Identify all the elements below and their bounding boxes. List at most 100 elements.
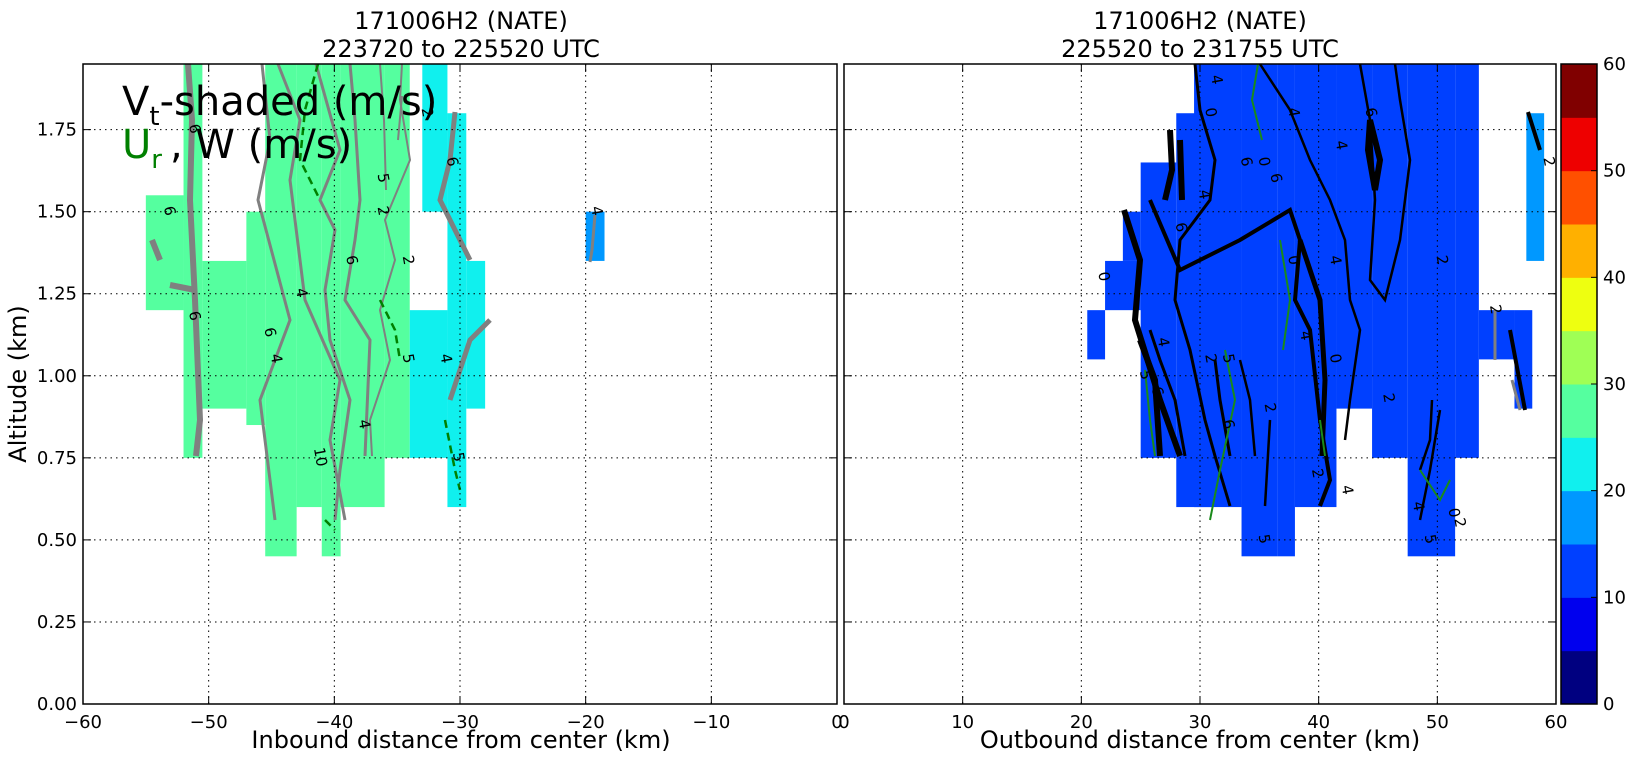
- x-tick-label: −40: [315, 712, 353, 733]
- right-gridlines: [844, 64, 1556, 704]
- contour-label: 2: [399, 254, 418, 267]
- vt-contour-line: [1364, 119, 1384, 191]
- y-tick-label: 0.50: [37, 530, 77, 551]
- vt-contour-line: [368, 63, 412, 457]
- left-y-axis-label: Altitude (km): [4, 305, 32, 462]
- right-vt-shading: [1087, 64, 1545, 557]
- vt-contour-line: [256, 63, 292, 521]
- contour-label: 6: [260, 326, 279, 339]
- contour-label: 4: [1207, 73, 1226, 86]
- contour-label: 4: [1326, 254, 1345, 267]
- contour-label: 2: [1260, 401, 1279, 414]
- contour-label: 5: [1136, 369, 1155, 382]
- contour-label: 5: [399, 352, 418, 365]
- vt-shaded-cell: [1455, 64, 1479, 458]
- y-tick-label: 1.75: [37, 120, 77, 141]
- right-panel-title-line2: 225520 to 231755 UTC: [1061, 35, 1339, 63]
- colorbar-block: [1561, 597, 1597, 652]
- vt-contour-line: [314, 63, 352, 521]
- vt-contour-line: [1297, 239, 1328, 457]
- colorbar-block: [1561, 330, 1597, 385]
- left-x-axis-label: Inbound distance from center (km): [251, 726, 670, 754]
- vt-contour-line: [169, 282, 196, 293]
- colorbar-ticks: 0 10 20 30 40 50 60: [1591, 54, 1626, 715]
- left-panel: 171006H2 (NATE) 223720 to 225520 UTC −60…: [4, 7, 843, 754]
- contour-label: 5: [1219, 352, 1238, 365]
- contour-label: 6: [443, 155, 462, 168]
- y-tick-label: 0.75: [37, 448, 77, 469]
- annotation-vt-symbol: V: [122, 79, 150, 125]
- contour-label: 2: [1201, 352, 1220, 365]
- contour-label: 4: [1284, 106, 1303, 119]
- annotation-line1: Vt-shaded (m/s): [122, 79, 437, 132]
- contour-label: 0: [1284, 254, 1303, 267]
- annotation-vt-text: -shaded (m/s): [160, 79, 438, 125]
- x-tick-label: −60: [64, 712, 102, 733]
- vt-contour-line: [1238, 359, 1272, 507]
- contour-label: 2: [418, 106, 437, 119]
- contour-label: 4: [355, 418, 374, 431]
- contour-label: 6: [160, 205, 179, 218]
- annotation-line2: Ur , W (m/s): [122, 122, 352, 175]
- vt-shaded-cell: [1194, 64, 1242, 508]
- right-panel-title-line1: 171006H2 (NATE): [1093, 7, 1307, 35]
- contour-label: 2: [374, 205, 393, 218]
- vt-shaded-cell: [585, 211, 605, 261]
- contour-label: 5: [449, 451, 468, 464]
- vt-shaded-cell: [1277, 64, 1295, 557]
- left-contour-labels: 6 6 6 6 4 4 10 4 6 2 2 5 2 6 4 5 5 4: [160, 106, 607, 468]
- y-tick-label: 1.50: [37, 202, 77, 223]
- vt-contour-line: [1258, 63, 1362, 441]
- vt-contour-line: [1137, 338, 1163, 457]
- vt-shaded-cell: [145, 195, 184, 311]
- colorbar-block: [1561, 64, 1597, 118]
- x-tick-label: 0: [831, 712, 842, 733]
- x-tick-label: −50: [190, 712, 228, 733]
- contour-label: 5: [1421, 533, 1440, 546]
- contour-label: 6: [1171, 221, 1190, 234]
- ur-contour-line: [298, 63, 462, 531]
- vt-contour-line: [379, 63, 403, 191]
- vt-contour-line: [1493, 310, 1522, 411]
- contour-label: 0: [1201, 106, 1220, 119]
- ur-contour-line: [1144, 63, 1292, 521]
- contour-label: 10: [310, 446, 331, 468]
- contour-label: 6: [1361, 106, 1380, 119]
- x-tick-label: 10: [951, 712, 974, 733]
- vt-contour-line: [447, 318, 492, 401]
- vt-shaded-cell: [1407, 64, 1456, 557]
- colorbar-blocks: [1561, 64, 1597, 705]
- colorbar-block: [1561, 277, 1597, 332]
- x-tick-label: −20: [567, 712, 605, 733]
- contour-label: 2: [1433, 254, 1452, 267]
- contour-label: 2: [1539, 155, 1558, 168]
- colorbar-block: [1561, 650, 1597, 705]
- vt-contour-line: [149, 238, 163, 262]
- contour-label: 4: [1296, 329, 1315, 342]
- vt-shaded-cell: [202, 260, 247, 409]
- contour-label: 5: [374, 172, 393, 185]
- vt-contour-line: [1121, 209, 1183, 458]
- left-ticks: −60 −50 −40 −30 −20 −10 0 0.00 0.25 0.50 0.75 1.00 1…: [37, 64, 843, 733]
- x-tick-label: 30: [1189, 712, 1212, 733]
- contour-label: 4: [587, 205, 606, 218]
- contour-label: 4: [1332, 139, 1351, 152]
- right-panel: 171006H2 (NATE) 225520 to 231755 UTC 0 10…: [838, 7, 1567, 754]
- contour-label: 0: [1255, 155, 1274, 168]
- vt-contour-line: [1162, 129, 1185, 201]
- vt-contour-line: [1418, 399, 1442, 521]
- contour-label: 2: [1308, 467, 1327, 480]
- colorbar: 0 10 20 30 40 50 60: [1560, 54, 1626, 715]
- x-tick-label: 60: [1545, 712, 1568, 733]
- colorbar-block: [1561, 224, 1597, 278]
- colorbar-block: [1561, 437, 1597, 492]
- ur-contour-line: [1319, 419, 1451, 502]
- contour-label: 0: [1326, 352, 1345, 365]
- vt-shaded-cell: [246, 211, 266, 426]
- contour-label: 0: [1094, 270, 1113, 283]
- annotation-ur-symbol: U: [122, 122, 151, 168]
- vt-contour-line: [588, 214, 597, 263]
- contour-label: 4: [1338, 484, 1357, 497]
